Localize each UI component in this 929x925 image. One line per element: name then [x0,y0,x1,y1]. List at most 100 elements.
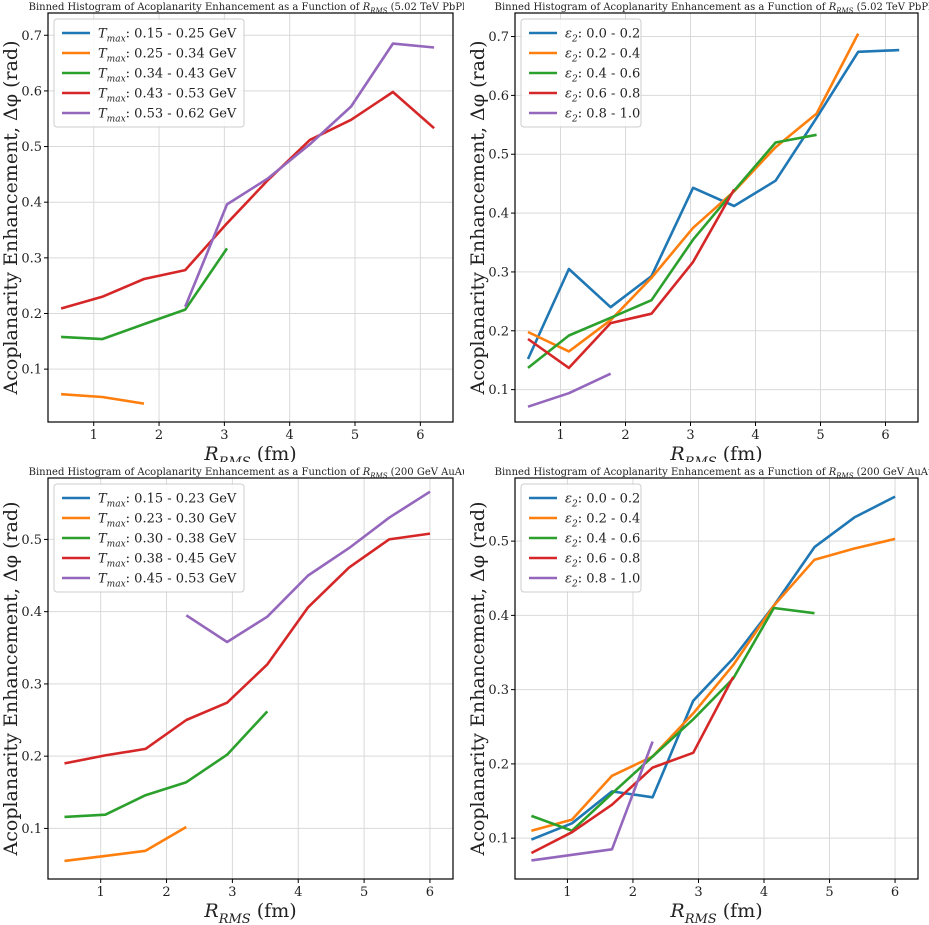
series-line-2 [531,537,896,832]
axes-frame [514,12,919,423]
axes-frame [514,477,919,880]
y-tick-label: 0.7 [21,29,42,44]
y-tick-label: 0.5 [21,140,42,155]
y-tick-label: 0.3 [21,677,42,692]
series-line-4 [60,90,435,310]
legend-entry: Tmax: 0.43 - 0.53 GeV [98,87,237,105]
legend-box [53,18,245,128]
legend-entry: Tmax: 0.15 - 0.23 GeV [98,492,237,510]
y-axis-label: Acoplanarity Enhancement, Δφ (rad) [0,41,22,396]
legend-entry: Tmax: 0.45 - 0.53 GeV [98,572,237,590]
series-line-5 [527,372,612,408]
legend-entry: ε2: 0.6 - 0.8 [565,552,640,570]
legend-entry: Tmax: 0.53 - 0.62 GeV [98,107,237,125]
y-tick-label: 0.4 [488,207,509,222]
legend-entry: ε2: 0.2 - 0.4 [565,512,640,530]
x-tick-label: 2 [629,885,637,900]
series-line-4 [527,188,736,370]
x-tick-label: 2 [155,428,163,443]
series-line-4 [530,676,735,855]
legend-entry: Tmax: 0.34 - 0.43 GeV [98,67,237,85]
y-axis-label: Acoplanarity Enhancement, Δφ (rad) [0,502,22,857]
legend-entry: Tmax: 0.25 - 0.34 GeV [98,47,237,65]
series-line-3 [64,710,269,819]
y-tick-label: 0.4 [21,196,42,211]
y-tick-label: 0.3 [488,683,509,698]
axes-frame [47,12,454,423]
legend-entry: Tmax: 0.30 - 0.38 GeV [98,532,237,550]
y-tick-label: 0.5 [488,535,509,550]
legend-entry: ε2: 0.8 - 1.0 [565,107,640,125]
legend-entry: ε2: 0.4 - 0.6 [565,67,640,85]
legend-entry: ε2: 0.0 - 0.2 [565,27,640,45]
chart-panel-3: Binned Histogram of Acoplanarity Enhance… [0,467,464,925]
series-line-5 [183,42,435,308]
x-tick-label: 6 [426,885,434,900]
chart-panel-1: Binned Histogram of Acoplanarity Enhance… [0,2,464,462]
x-tick-label: 3 [228,885,236,900]
legend-box [520,18,642,128]
y-tick-label: 0.1 [488,383,509,398]
series-line-3 [61,247,229,341]
x-axis-label: RRMS (fm) [203,900,296,925]
x-tick-label: 6 [881,428,889,443]
x-tick-label: 1 [90,428,98,443]
y-tick-label: 0.6 [21,84,42,99]
legend-entry: ε2: 0.0 - 0.2 [565,492,640,510]
legend-entry: Tmax: 0.23 - 0.30 GeV [98,512,237,530]
chart-title: Binned Histogram of Acoplanarity Enhance… [29,2,464,15]
x-tick-label: 5 [351,428,359,443]
y-tick-label: 0.2 [488,757,509,772]
x-tick-label: 1 [556,428,564,443]
x-tick-label: 5 [360,885,368,900]
chart-title: Binned Histogram of Acoplanarity Enhance… [495,2,929,15]
x-tick-label: 5 [816,428,824,443]
chart-title: Binned Histogram of Acoplanarity Enhance… [29,467,464,480]
y-tick-label: 0.4 [21,605,42,620]
x-tick-label: 3 [694,885,702,900]
x-tick-label: 6 [416,428,424,443]
x-axis-label: RRMS (fm) [203,443,296,462]
chart-title: Binned Histogram of Acoplanarity Enhance… [495,467,929,480]
legend-box [520,483,642,593]
chart-panel-4: Binned Histogram of Acoplanarity Enhance… [467,467,929,925]
legend-entry: Tmax: 0.15 - 0.25 GeV [98,27,237,45]
y-tick-label: 0.2 [21,750,42,765]
x-tick-label: 6 [891,885,899,900]
y-tick-label: 0.7 [488,30,509,45]
x-tick-label: 1 [97,885,105,900]
series-line-5 [531,741,654,862]
y-tick-label: 0.1 [21,822,42,837]
y-tick-label: 0.6 [488,89,509,104]
series-line-1 [526,48,900,360]
legend-entry: ε2: 0.4 - 0.6 [565,532,640,550]
x-tick-label: 4 [751,428,759,443]
x-tick-label: 4 [760,885,768,900]
y-tick-label: 0.4 [488,609,509,624]
y-axis-label: Acoplanarity Enhancement, Δφ (rad) [467,41,489,396]
chart-panel-2: Binned Histogram of Acoplanarity Enhance… [467,2,929,462]
x-tick-label: 2 [621,428,629,443]
y-tick-label: 0.5 [488,148,509,163]
x-tick-label: 1 [563,885,571,900]
x-tick-label: 5 [825,885,833,900]
x-tick-label: 4 [294,885,302,900]
y-tick-label: 0.5 [21,533,42,548]
x-tick-label: 2 [162,885,170,900]
x-tick-label: 4 [286,428,294,443]
series-line-2 [64,825,187,863]
x-axis-label: RRMS (fm) [669,443,762,462]
legend-entry: ε2: 0.6 - 0.8 [565,87,640,105]
y-tick-label: 0.1 [21,363,42,378]
x-tick-label: 3 [686,428,694,443]
legend-entry: ε2: 0.2 - 0.4 [565,47,640,65]
y-tick-label: 0.3 [21,251,42,266]
y-axis-label: Acoplanarity Enhancement, Δφ (rad) [467,502,489,857]
legend-entry: ε2: 0.8 - 1.0 [565,572,640,590]
series-line-2 [61,392,145,405]
series-line-4 [64,532,431,765]
legend-box [53,483,245,593]
y-tick-label: 0.2 [488,324,509,339]
y-tick-label: 0.1 [488,832,509,847]
